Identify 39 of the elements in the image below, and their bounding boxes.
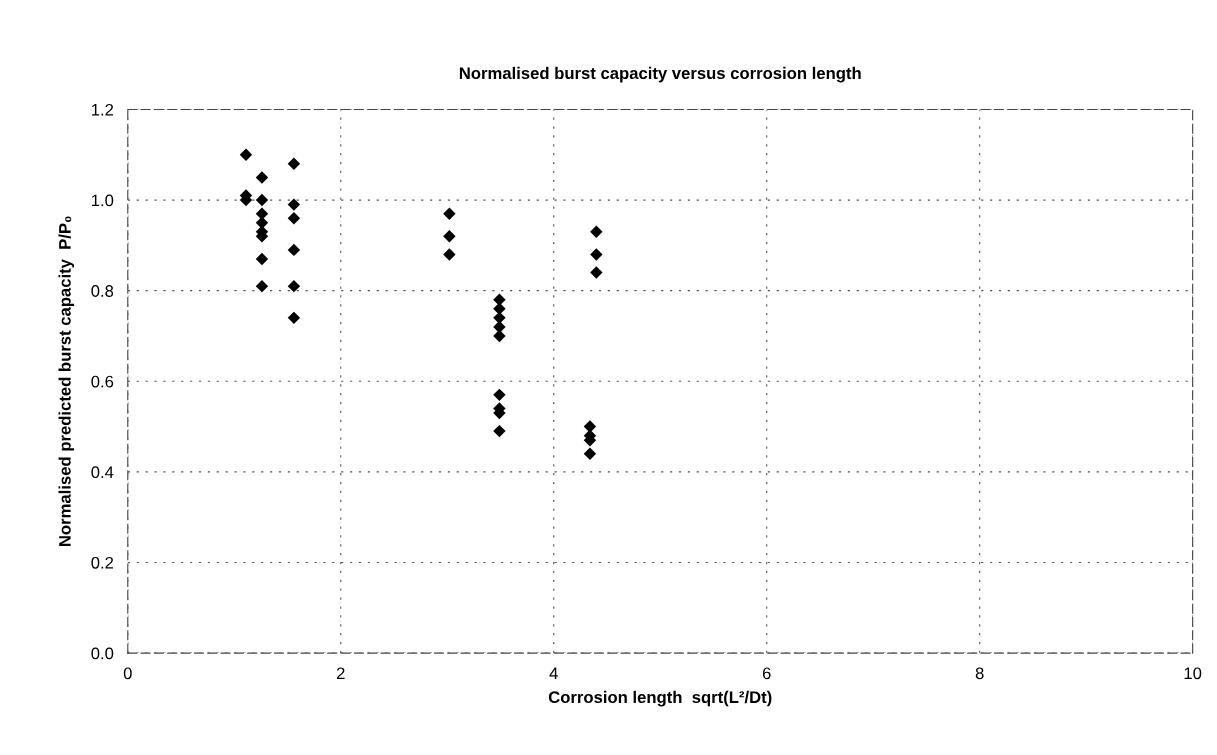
point xyxy=(493,293,506,306)
point xyxy=(493,424,506,438)
x-axis-title: Corrosion length sqrt(L²/Dt) xyxy=(548,690,772,707)
point xyxy=(255,171,269,184)
point xyxy=(287,311,301,325)
point xyxy=(287,157,301,171)
point xyxy=(239,148,253,161)
y-tick-label: 0.4 xyxy=(91,466,114,479)
x-tick-label: 4 xyxy=(549,667,558,680)
point xyxy=(590,248,603,261)
point xyxy=(255,252,269,266)
point xyxy=(255,193,269,207)
point xyxy=(493,388,506,402)
point xyxy=(443,248,456,261)
point xyxy=(590,266,603,279)
point xyxy=(583,447,597,460)
y-tick-label: 0.2 xyxy=(91,556,114,569)
y-axis-title: Normalised predicted burst capacity P/P₀ xyxy=(58,216,75,546)
y-tick-label: 0.8 xyxy=(91,285,114,297)
point xyxy=(493,329,506,343)
point xyxy=(443,230,456,243)
y-tick-label: 0.0 xyxy=(91,647,114,660)
y-tick-label: 0.6 xyxy=(91,375,114,388)
point xyxy=(287,279,301,293)
y-tick-label: 1.0 xyxy=(92,194,114,207)
x-tick-label: 6 xyxy=(762,667,771,680)
point xyxy=(590,225,603,238)
y-tick-label: 1.2 xyxy=(92,103,114,116)
chart-title: Normalised burst capacity versus corrosion length xyxy=(459,66,861,83)
point xyxy=(287,198,301,211)
x-tick-label: 0 xyxy=(123,667,132,680)
point xyxy=(287,211,301,225)
point xyxy=(443,207,456,220)
x-tick-label: 2 xyxy=(336,667,345,680)
x-tick-label: 10 xyxy=(1184,667,1202,680)
x-tick-label: 8 xyxy=(975,667,984,680)
point xyxy=(493,302,506,316)
point xyxy=(255,279,269,293)
point xyxy=(287,243,301,257)
